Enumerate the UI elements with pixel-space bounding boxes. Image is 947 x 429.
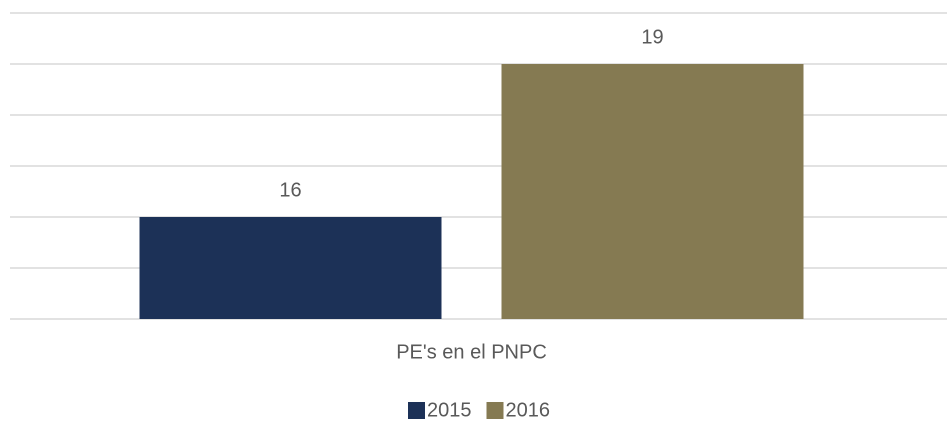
- bar: [139, 217, 442, 319]
- value-label: 19: [641, 26, 663, 48]
- legend-label: 2015: [427, 399, 472, 421]
- legend-swatch: [486, 402, 504, 419]
- x-tick-label: PE's en el PNPC: [396, 341, 547, 363]
- legend-label: 2016: [506, 399, 551, 421]
- legend-swatch: [408, 402, 425, 419]
- value-label: 16: [279, 179, 301, 201]
- bar: [501, 64, 804, 319]
